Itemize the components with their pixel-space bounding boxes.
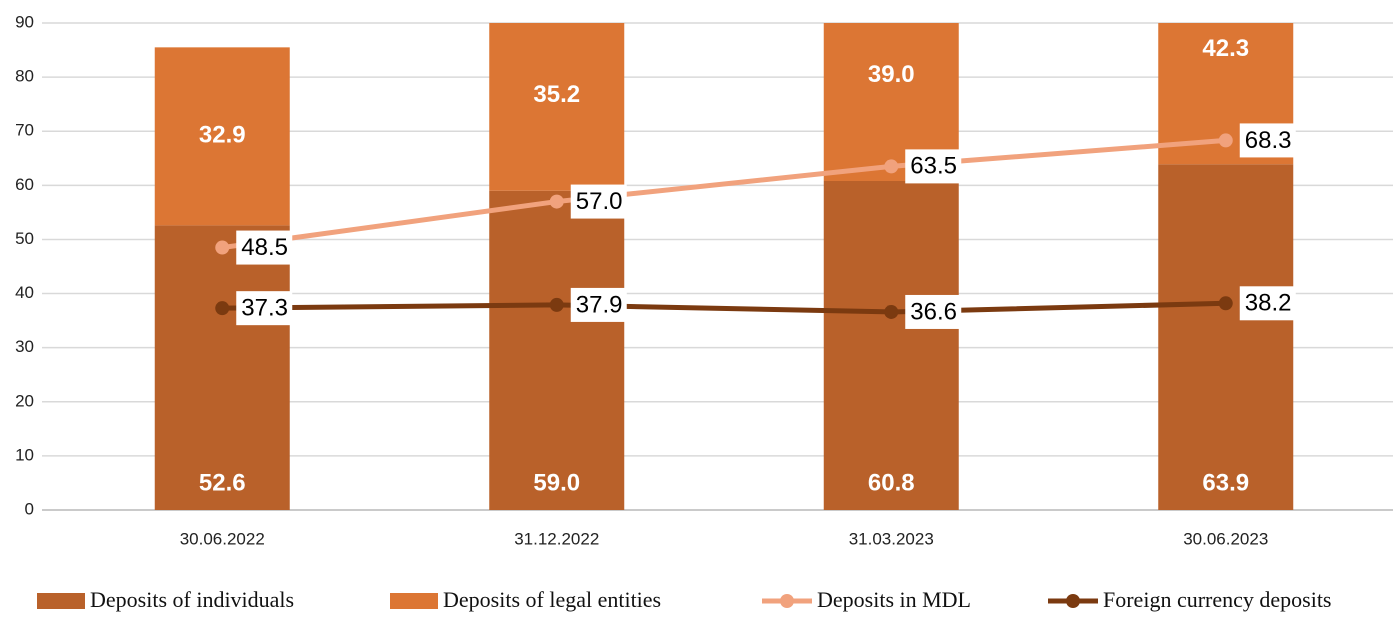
legend-label: Foreign currency deposits xyxy=(1103,587,1332,612)
y-tick-label: 80 xyxy=(15,67,34,86)
label-box xyxy=(1239,286,1296,321)
label-box xyxy=(905,149,962,184)
label-box xyxy=(1239,123,1296,158)
bar xyxy=(823,181,959,510)
line-value-label: 68.3 xyxy=(1245,127,1292,154)
bar xyxy=(1158,164,1294,510)
y-tick-label: 50 xyxy=(15,229,34,248)
label-box xyxy=(905,294,962,329)
y-tick-label: 30 xyxy=(15,337,34,356)
x-tick-label: 30.06.2022 xyxy=(180,529,265,548)
line xyxy=(221,137,1226,251)
y-tick-label: 10 xyxy=(15,445,34,464)
bar xyxy=(154,47,290,226)
line-value-label: 37.3 xyxy=(241,295,288,322)
plot-area xyxy=(154,23,1294,510)
y-tick-label: 0 xyxy=(25,499,34,518)
line-point xyxy=(884,159,899,174)
y-tick-label: 90 xyxy=(15,12,34,31)
bar-value-label: 60.8 xyxy=(868,469,915,496)
legend-swatch xyxy=(1066,594,1080,608)
y-tick-label: 20 xyxy=(15,391,34,410)
line-value-label: 36.6 xyxy=(910,298,957,325)
line-point xyxy=(549,297,564,312)
y-tick-label: 40 xyxy=(15,283,34,302)
bar-value-label: 35.2 xyxy=(533,81,580,108)
line-value-label: 57.0 xyxy=(576,188,623,215)
line-point xyxy=(884,304,899,319)
bar-value-label: 59.0 xyxy=(533,469,580,496)
legend-swatch xyxy=(37,593,85,609)
line-value-label: 63.5 xyxy=(910,153,957,180)
line-value-label: 48.5 xyxy=(241,234,288,261)
line-point xyxy=(1218,296,1233,311)
label-box xyxy=(236,291,293,326)
line-value-label: 37.9 xyxy=(576,291,623,318)
y-tick-label: 70 xyxy=(15,121,34,140)
bar xyxy=(489,190,625,510)
legend-swatch xyxy=(780,594,794,608)
line-point xyxy=(215,301,230,316)
label-box xyxy=(570,287,627,322)
bar-value-label: 39.0 xyxy=(868,61,915,88)
label-box xyxy=(236,230,293,265)
x-tick-label: 30.06.2023 xyxy=(1183,529,1268,548)
x-tick-label: 31.03.2023 xyxy=(849,529,934,548)
legend-label: Deposits of legal entities xyxy=(443,587,661,612)
line-value-label: 38.2 xyxy=(1245,290,1292,317)
labels: 52.6 59.0 60.8 63.9 32.9 35.2 39.0 42.3 xyxy=(199,35,1249,496)
legend-swatch xyxy=(390,593,438,609)
bar-value-label: 32.9 xyxy=(199,122,246,149)
bar-value-label: 63.9 xyxy=(1202,469,1249,496)
bar-value-label: 52.6 xyxy=(199,469,246,496)
bar xyxy=(489,23,625,191)
x-tick-label: 31.12.2022 xyxy=(514,529,599,548)
bar xyxy=(154,225,290,510)
legend-label: Deposits of individuals xyxy=(90,587,294,612)
line-point xyxy=(549,194,564,209)
label-box xyxy=(570,184,627,219)
legend-label: Deposits in MDL xyxy=(817,587,971,612)
y-tick-label: 60 xyxy=(15,175,34,194)
bar-value-label: 42.3 xyxy=(1202,35,1249,62)
line xyxy=(222,300,1226,315)
line-point xyxy=(1218,133,1233,148)
line-point xyxy=(215,240,230,255)
